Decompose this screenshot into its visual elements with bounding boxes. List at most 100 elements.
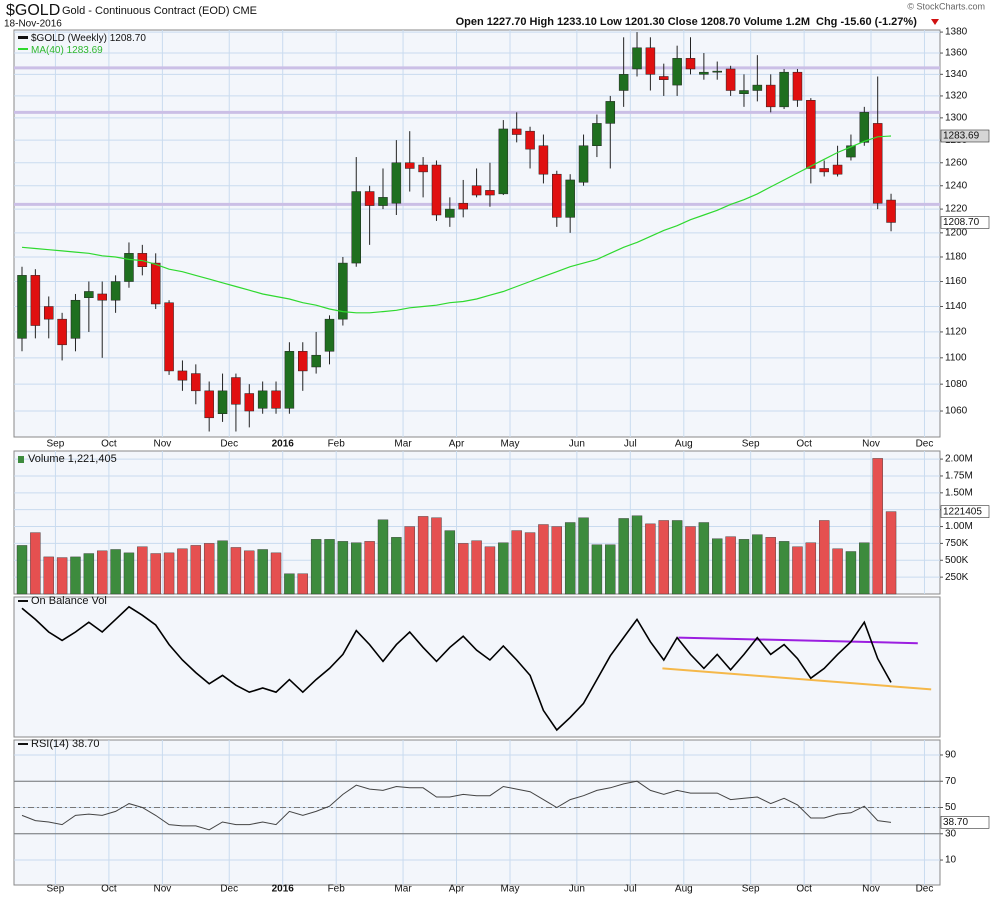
volume-bar	[605, 544, 616, 595]
x-tick-label: Apr	[449, 439, 465, 450]
candle-body	[445, 208, 455, 218]
y-tick-label: 500K	[945, 555, 969, 566]
y-tick-label: 1300	[945, 113, 968, 124]
x-tick-label: May	[501, 884, 520, 895]
candle-body	[257, 390, 268, 409]
x-tick-label: Mar	[394, 884, 412, 895]
candle-body	[124, 253, 134, 282]
candle-body	[298, 351, 308, 372]
volume-bar	[832, 548, 843, 595]
x-tick-label: Dec	[220, 884, 238, 895]
value-tag-label: 1208.70	[943, 217, 980, 228]
symbol: $GOLD	[6, 2, 60, 19]
volume-bar	[163, 552, 175, 595]
y-tick-label: 1.50M	[945, 487, 973, 498]
x-tick-label: Nov	[862, 439, 880, 450]
candle-body	[592, 123, 602, 147]
legend-entry: MA(40) 1283.69	[31, 45, 103, 56]
candle-body	[779, 71, 789, 108]
y-tick-label: 10	[945, 855, 957, 866]
candle-body	[458, 202, 468, 210]
volume-bar	[310, 539, 322, 595]
value-tag	[940, 129, 990, 143]
moving-average	[21, 135, 892, 314]
x-tick-label: Mar	[394, 439, 412, 450]
volume-bar	[110, 549, 121, 595]
x-tick-label: Jun	[569, 439, 585, 450]
volume-bar	[752, 534, 763, 595]
candle-body	[150, 262, 161, 305]
volume-bar	[872, 458, 883, 595]
candle-body	[618, 74, 629, 91]
volume-bar	[56, 557, 68, 595]
trend-line	[662, 667, 932, 691]
volume-bar	[658, 520, 669, 595]
legend-name: MA(40)	[31, 45, 64, 56]
volume-bar	[778, 541, 790, 595]
x-tick-label: Feb	[328, 884, 346, 895]
volume-bar	[538, 524, 549, 595]
legend-value: 1,221,405	[68, 453, 117, 465]
volume-bar	[16, 545, 28, 595]
x-tick-label: Aug	[675, 884, 693, 895]
change: Chg -15.60 (-1.27%)	[816, 16, 917, 28]
y-tick-label: 1100	[945, 352, 967, 363]
y-tick-label: 1340	[945, 69, 968, 80]
x-tick-label: Oct	[796, 884, 812, 895]
volume-bar	[190, 545, 202, 595]
x-tick-label: Jun	[569, 884, 585, 895]
volume-bar	[738, 539, 750, 595]
volume-bar	[270, 552, 282, 595]
indicator-line	[21, 605, 892, 732]
legend-entry: Volume 1,221,405	[28, 453, 117, 465]
volume-bar	[845, 551, 857, 595]
x-tick-label: Jul	[624, 884, 637, 895]
y-tick-label: 1.00M	[945, 521, 973, 532]
y-tick-label: 1120	[945, 327, 967, 338]
y-tick-label: 1160	[945, 276, 967, 287]
volume-bar	[177, 548, 188, 595]
candle-body	[578, 145, 589, 183]
legend-value: 1208.70	[110, 33, 147, 44]
candle-body	[819, 168, 829, 173]
volume-bar	[217, 540, 228, 595]
candle-body	[659, 76, 669, 80]
volume-bar	[551, 526, 562, 595]
volume-bar	[324, 539, 335, 595]
candle-body	[632, 47, 642, 70]
legend-name: Volume	[28, 453, 65, 465]
volume-bar	[83, 553, 95, 595]
volume-bar	[631, 515, 643, 595]
y-tick-label: 2.00M	[945, 454, 973, 465]
x-tick-label: 2016	[272, 439, 295, 450]
volume-bar	[471, 540, 482, 595]
candle-body	[311, 354, 321, 368]
candle-body	[418, 164, 428, 173]
candle-body	[431, 164, 442, 216]
volume-bar	[377, 519, 389, 595]
candle-body	[872, 123, 883, 204]
candle-body	[685, 58, 696, 70]
panel-title: On Balance Vol	[31, 595, 107, 607]
x-tick-label: Jul	[624, 439, 637, 450]
candle-body	[177, 370, 188, 381]
y-tick-label: 750K	[945, 538, 969, 549]
copyright: © StockCharts.com	[907, 1, 985, 11]
volume-bar	[137, 546, 148, 595]
candle-body	[498, 128, 509, 195]
legend-entry: $GOLD (Weekly) 1208.70	[31, 33, 146, 44]
volume-bar	[284, 573, 295, 595]
legend-swatch	[18, 456, 24, 463]
candle-body	[30, 275, 41, 326]
volume-bar	[564, 522, 576, 595]
candle-body	[391, 162, 402, 204]
volume-bar	[417, 516, 429, 595]
x-tick-label: Dec	[916, 884, 934, 895]
volume-bar	[524, 532, 536, 595]
candle-body	[84, 291, 94, 298]
legend-swatch	[18, 48, 28, 50]
x-tick-label: Nov	[153, 439, 171, 450]
date: 18-Nov-2016	[4, 19, 62, 30]
y-tick-label: 1220	[945, 204, 968, 215]
